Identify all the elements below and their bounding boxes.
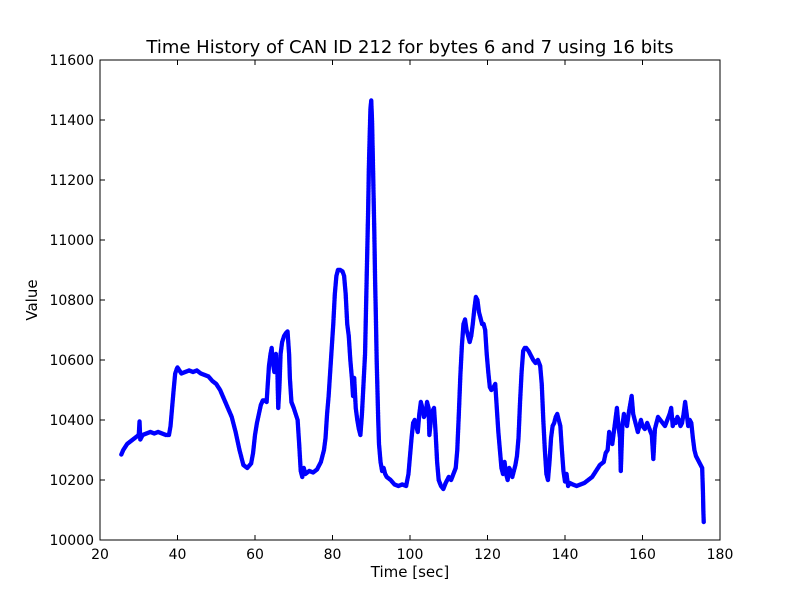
y-axis-ticks: 10000 10200 10400 10600 10800 11000 11200 11400… (49, 53, 720, 549)
x-tick-label: 120 (474, 547, 501, 563)
x-tick-label: 60 (246, 547, 264, 563)
y-axis-label: Value (23, 279, 41, 320)
x-tick-label: 80 (324, 547, 342, 563)
data-point (701, 519, 706, 525)
y-tick-label: 10600 (49, 353, 94, 369)
x-axis-label: Time [sec] (370, 563, 449, 581)
x-tick-label: 100 (397, 547, 424, 563)
data-points (119, 98, 706, 525)
y-tick-label: 10400 (49, 413, 94, 429)
y-tick-label: 10800 (49, 293, 94, 309)
y-tick-label: 11600 (49, 53, 94, 69)
x-tick-label: 40 (169, 547, 187, 563)
x-tick-label: 20 (91, 547, 109, 563)
y-tick-label: 10000 (49, 533, 94, 549)
chart-title: Time History of CAN ID 212 for bytes 6 a… (145, 37, 673, 58)
y-tick-label: 10200 (49, 473, 94, 489)
y-tick-label: 11200 (49, 173, 94, 189)
y-tick-label: 11000 (49, 233, 94, 249)
y-tick-label: 11400 (49, 113, 94, 129)
x-tick-label: 180 (707, 547, 734, 563)
x-axis-ticks: 20 40 60 80 100 120 140 160 180 (91, 60, 733, 563)
x-tick-label: 140 (552, 547, 579, 563)
x-tick-label: 160 (629, 547, 656, 563)
